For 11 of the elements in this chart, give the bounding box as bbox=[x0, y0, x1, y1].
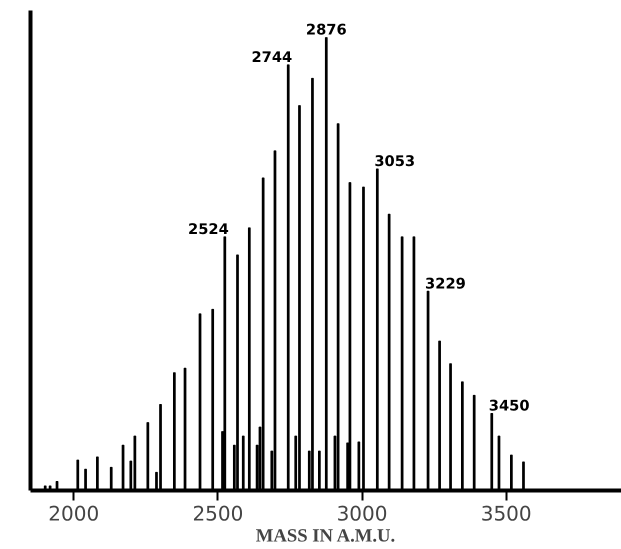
annotation: 2876 bbox=[306, 22, 347, 39]
annotation: 3229 bbox=[425, 275, 466, 292]
annotation: 3450 bbox=[488, 398, 530, 415]
annotation: 2744 bbox=[251, 48, 292, 66]
x-tick-label: 2000 bbox=[48, 502, 100, 526]
x-tick-label: 2500 bbox=[192, 502, 244, 526]
annotation: 2524 bbox=[188, 220, 229, 238]
x-axis-title: MASS IN A.M.U. bbox=[256, 526, 396, 546]
annotation: 3053 bbox=[374, 152, 416, 170]
x-tick-label: 3500 bbox=[480, 502, 532, 526]
x-tick-label: 3000 bbox=[336, 502, 388, 526]
